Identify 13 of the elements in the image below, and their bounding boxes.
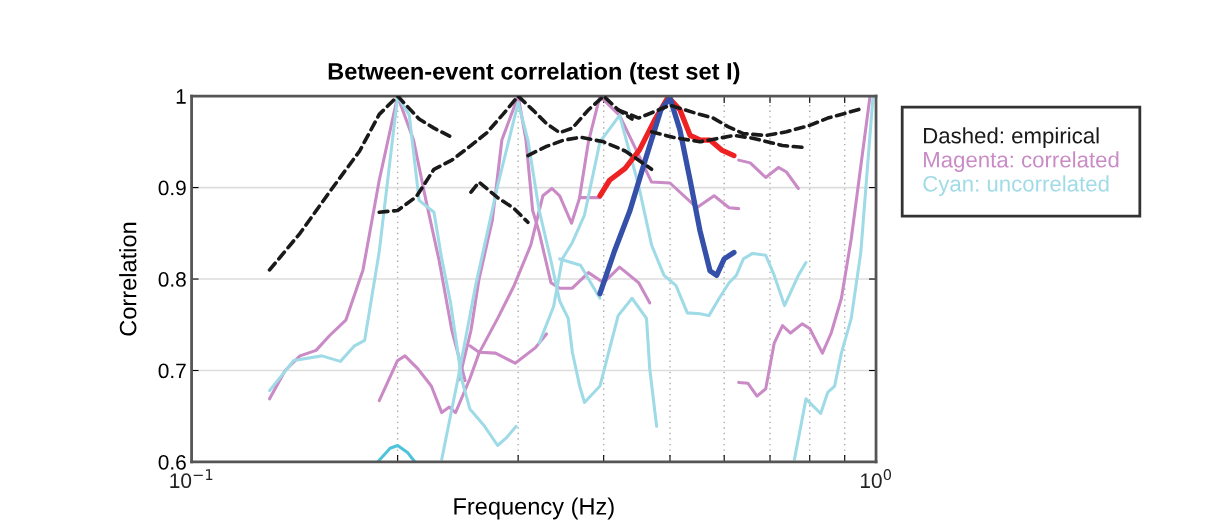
- y-tick-label: 0.9: [158, 180, 186, 196]
- text: Cyan: uncorrelated: [923, 175, 1109, 197]
- x-tick-label: 10$^{0}$: [860, 469, 892, 489]
- text: Magenta: correlated: [924, 151, 1119, 172]
- text: Dashed: empirical: [924, 127, 1099, 148]
- y-axis-title: Correlation: [119, 222, 137, 336]
- x-tick-label: 10$^{−1}$: [170, 469, 213, 489]
- y-tick-label: 0.7: [158, 363, 186, 379]
- y-tick-label: 1: [176, 89, 186, 104]
- y-tick-label: 0.6: [158, 454, 186, 470]
- chart-title: Between-event correlation (test set I): [328, 62, 740, 85]
- y-tick-label: 0.8: [158, 272, 186, 287]
- x-axis-title: Frequency (Hz): [454, 497, 614, 520]
